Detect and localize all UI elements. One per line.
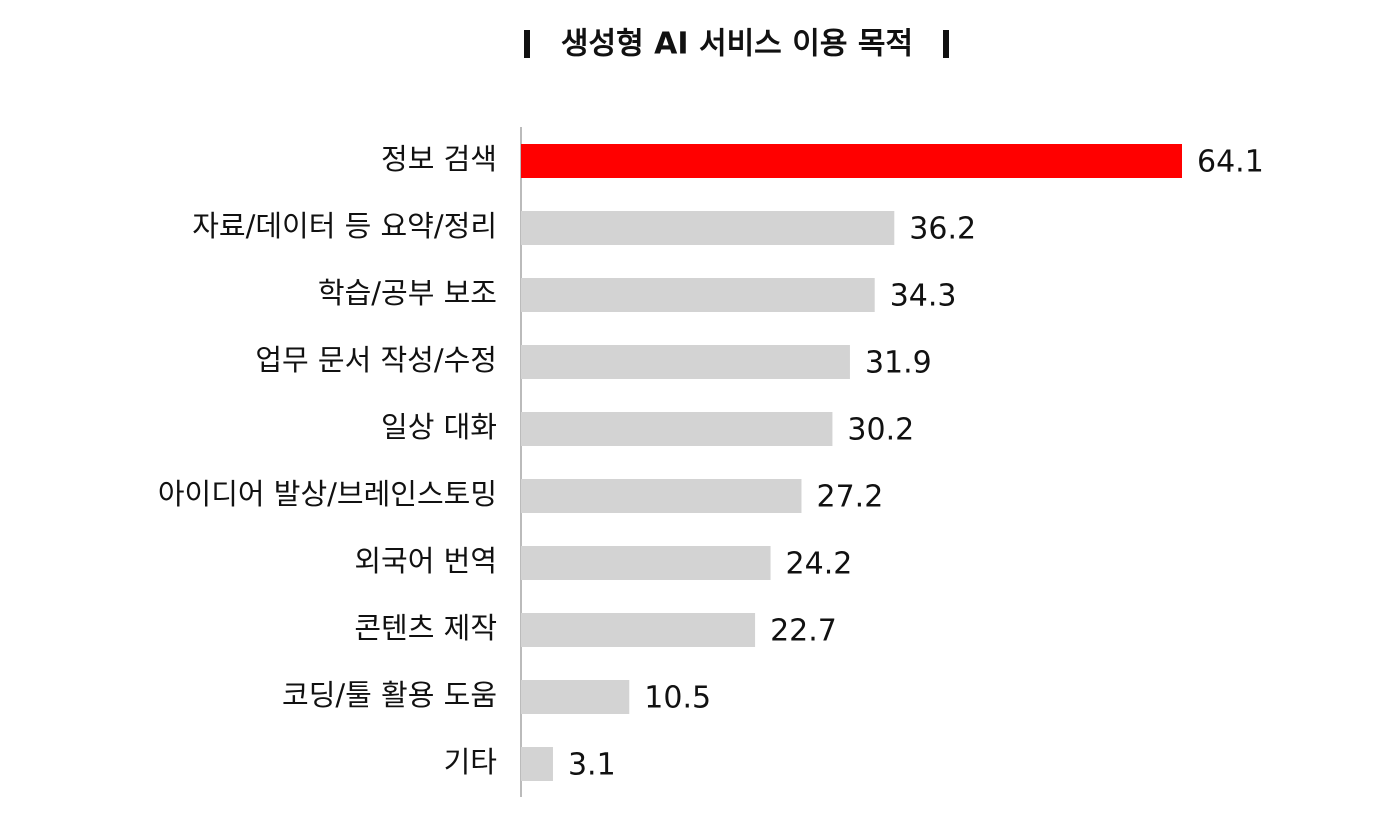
category-label: 업무 문서 작성/수정	[255, 343, 497, 377]
value-label: 36.2	[909, 212, 976, 247]
title-deco	[524, 30, 530, 58]
bar	[521, 278, 875, 312]
category-label: 코딩/툴 활용 도움	[282, 678, 497, 712]
bar	[521, 479, 802, 513]
chart-title: 생성형 AI 서비스 이용 목적	[561, 27, 913, 62]
bar	[521, 211, 895, 245]
value-label: 3.1	[568, 748, 616, 783]
category-label: 일상 대화	[381, 410, 497, 444]
category-label: 아이디어 발상/브레인스토밍	[158, 477, 497, 511]
value-label: 24.2	[786, 547, 853, 582]
category-label: 학습/공부 보조	[318, 276, 497, 310]
value-label: 34.3	[890, 279, 957, 314]
bar	[521, 144, 1182, 178]
value-label: 30.2	[847, 413, 914, 448]
bar	[521, 613, 756, 647]
category-label: 콘텐츠 제작	[354, 611, 497, 645]
bar	[521, 680, 630, 714]
title-deco	[943, 30, 949, 58]
category-label: 외국어 번역	[354, 544, 497, 578]
value-label: 22.7	[770, 614, 837, 649]
bar	[521, 345, 850, 379]
bar	[521, 546, 771, 580]
bar	[521, 412, 833, 446]
value-label: 64.1	[1197, 145, 1264, 180]
value-label: 31.9	[865, 346, 932, 381]
value-label: 27.2	[816, 480, 883, 515]
category-label: 기타	[444, 745, 497, 779]
value-label: 10.5	[644, 681, 711, 716]
category-label: 자료/데이터 등 요약/정리	[192, 209, 497, 243]
category-label: 정보 검색	[381, 142, 497, 176]
bar	[521, 747, 553, 781]
